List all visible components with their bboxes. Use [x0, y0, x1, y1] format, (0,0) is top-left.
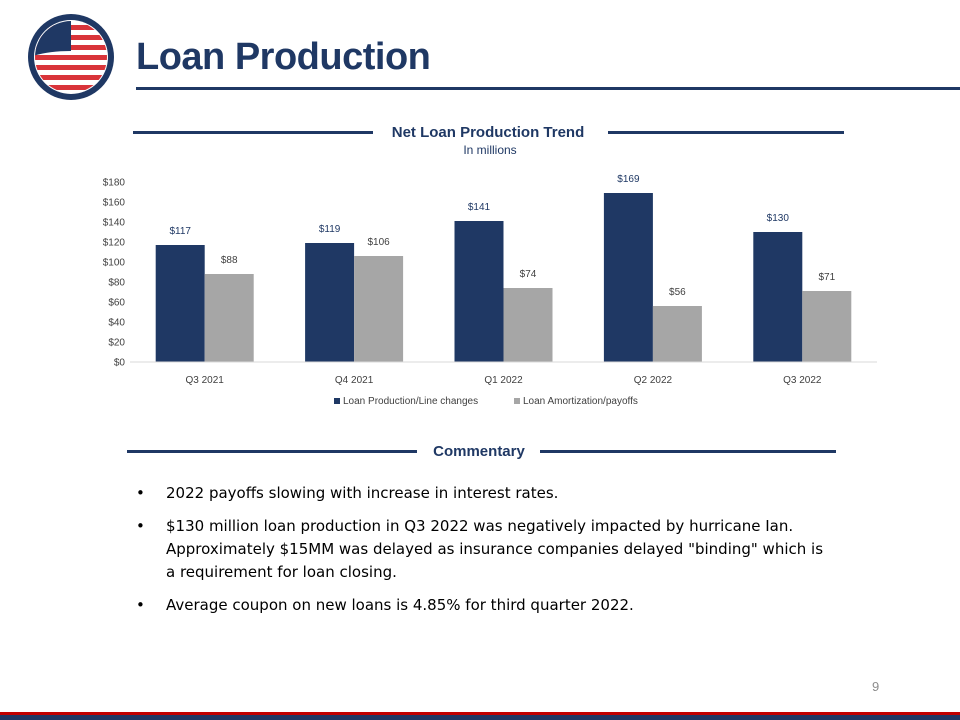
- bullet-icon: •: [136, 517, 145, 535]
- legend-label: Loan Production/Line changes: [343, 396, 478, 407]
- chart-section-title: Net Loan Production Trend: [391, 124, 585, 141]
- page-number: 9: [872, 679, 880, 694]
- bar: [753, 232, 803, 362]
- legend-swatch: [514, 398, 520, 404]
- commentary-title: Commentary: [433, 443, 525, 460]
- x-axis: Q3 2021 Q4 2021 Q1 2022 Q2 2022 Q3 2022: [130, 361, 877, 386]
- commentary-text: 2022 payoffs slowing with increase in in…: [166, 484, 559, 502]
- page-title: Loan Production: [136, 36, 431, 78]
- commentary-header-line-left: [127, 450, 417, 453]
- data-label: $119: [319, 224, 341, 235]
- chart-header-line-right: [608, 131, 844, 134]
- y-tick-label: $20: [108, 338, 125, 349]
- bullet-icon: •: [136, 484, 145, 502]
- x-tick-label: Q2 2022: [634, 375, 673, 386]
- commentary-list: • 2022 payoffs slowing with increase in …: [136, 482, 836, 627]
- chart-header-line-left: [133, 131, 373, 134]
- y-tick-label: $80: [108, 278, 125, 289]
- data-label: $130: [767, 213, 790, 224]
- title-underline: [136, 87, 960, 90]
- y-axis: $0 $20 $40 $60 $80 $100 $120 $140 $160 $180: [103, 178, 126, 369]
- data-label: $106: [367, 237, 390, 248]
- bar: [454, 221, 504, 362]
- bar: [652, 306, 702, 362]
- commentary-item: • Average coupon on new loans is 4.85% f…: [136, 594, 836, 617]
- footer-red-band: [0, 712, 960, 715]
- bars: $117 $88 $119 $106 $141 $74 $169 $56 $130 $71: [155, 174, 852, 362]
- y-tick-label: $180: [103, 178, 126, 189]
- commentary-text: $130 million loan production in Q3 2022 …: [166, 517, 824, 581]
- bar: [155, 245, 205, 362]
- chart-subtitle: In millions: [463, 143, 517, 157]
- bar: [204, 274, 254, 362]
- bar: [354, 256, 404, 362]
- footer-navy-band: [0, 715, 960, 720]
- data-label: $74: [520, 269, 537, 280]
- net-loan-production-chart: $0$20$40$60$80$100$120$140$160$180 $117$…: [103, 174, 877, 407]
- y-tick-label: $120: [103, 238, 126, 249]
- y-tick-label: $0: [114, 358, 126, 369]
- data-label: $88: [221, 255, 238, 266]
- y-tick-label: $160: [103, 198, 126, 209]
- x-tick-label: Q3 2021: [186, 375, 225, 386]
- company-logo: [28, 14, 114, 100]
- commentary-item: • $130 million loan production in Q3 202…: [136, 515, 836, 584]
- bar: [603, 193, 653, 362]
- x-tick-label: Q1 2022: [484, 375, 523, 386]
- data-label: $169: [617, 174, 640, 185]
- x-tick-label: Q4 2021: [335, 375, 374, 386]
- data-label: $71: [818, 272, 835, 283]
- bar: [503, 288, 553, 362]
- data-label: $117: [169, 226, 191, 237]
- commentary-header-line-right: [540, 450, 836, 453]
- commentary-item: • 2022 payoffs slowing with increase in …: [136, 482, 836, 505]
- legend-label: Loan Amortization/payoffs: [523, 396, 638, 407]
- bar: [305, 243, 355, 362]
- bar: [802, 291, 852, 362]
- y-tick-label: $40: [108, 318, 125, 329]
- x-tick-label: Q3 2022: [783, 375, 822, 386]
- y-tick-label: $100: [103, 258, 126, 269]
- legend-swatch: [334, 398, 340, 404]
- y-tick-label: $60: [108, 298, 125, 309]
- data-label: $56: [669, 287, 686, 298]
- chart-legend: Loan Production/Line changes Loan Amortiz…: [334, 396, 638, 407]
- commentary-text: Average coupon on new loans is 4.85% for…: [166, 596, 634, 614]
- y-tick-label: $140: [103, 218, 126, 229]
- bullet-icon: •: [136, 596, 145, 614]
- data-label: $141: [468, 202, 491, 213]
